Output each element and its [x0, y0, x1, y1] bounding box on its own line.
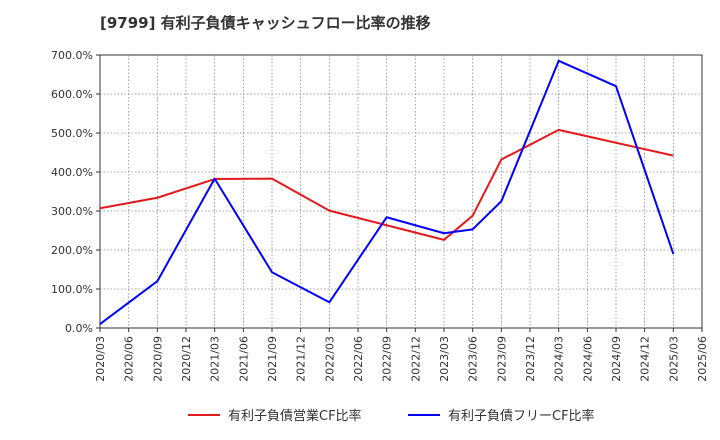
x-tick-label: 2022/12	[409, 336, 422, 382]
x-tick-label: 2022/06	[352, 336, 365, 382]
grid	[100, 55, 702, 328]
x-tick-label: 2020/03	[94, 336, 107, 382]
x-tick-label: 2024/03	[553, 336, 566, 382]
x-axis: 2020/03 2020/06 2020/09 2020/12 2021/03 2021/…	[94, 328, 709, 382]
legend-label-1: 有利子負債営業CF比率	[228, 408, 362, 424]
x-tick-label: 2024/12	[639, 336, 652, 382]
series	[99, 59, 675, 325]
y-tick-label: 200.0%	[51, 244, 93, 257]
x-tick-label: 2021/12	[295, 336, 308, 382]
x-tick-label: 2021/09	[266, 336, 279, 382]
x-tick-label: 2023/09	[495, 336, 508, 382]
series-line-1	[99, 128, 674, 241]
y-tick-label: 300.0%	[51, 205, 93, 218]
series-line-2	[99, 59, 675, 325]
y-axis: 0.0% 100.0% 200.0% 300.0% 400.0% 500.0% 600.0%…	[51, 49, 100, 335]
x-tick-label: 2023/06	[467, 336, 480, 382]
legend-label-2: 有利子負債フリーCF比率	[448, 408, 595, 424]
x-tick-label: 2023/03	[438, 336, 451, 382]
y-tick-label: 400.0%	[51, 166, 93, 179]
chart-title: [9799] 有利子負債キャッシュフロー比率の推移	[100, 14, 431, 32]
x-tick-label: 2024/09	[610, 336, 623, 382]
plot-area	[99, 54, 703, 329]
x-tick-label: 2021/06	[237, 336, 250, 382]
x-tick-label: 2020/12	[180, 336, 193, 382]
x-tick-label: 2020/09	[151, 336, 164, 382]
y-tick-label: 600.0%	[51, 88, 93, 101]
x-tick-label: 2023/12	[524, 336, 537, 382]
x-tick-label: 2024/06	[581, 336, 594, 382]
y-tick-label: 100.0%	[51, 283, 93, 296]
y-tick-label: 0.0%	[65, 322, 93, 335]
x-tick-label: 2025/06	[696, 336, 709, 382]
x-tick-label: 2022/03	[323, 336, 336, 382]
x-tick-label: 2021/03	[209, 336, 222, 382]
legend: 有利子負債営業CF比率 有利子負債フリーCF比率	[188, 408, 595, 424]
y-tick-label: 500.0%	[51, 127, 93, 140]
x-tick-label: 2025/03	[667, 336, 680, 382]
x-tick-label: 2022/09	[381, 336, 394, 382]
y-tick-label: 700.0%	[51, 49, 93, 62]
x-tick-label: 2020/06	[123, 336, 136, 382]
